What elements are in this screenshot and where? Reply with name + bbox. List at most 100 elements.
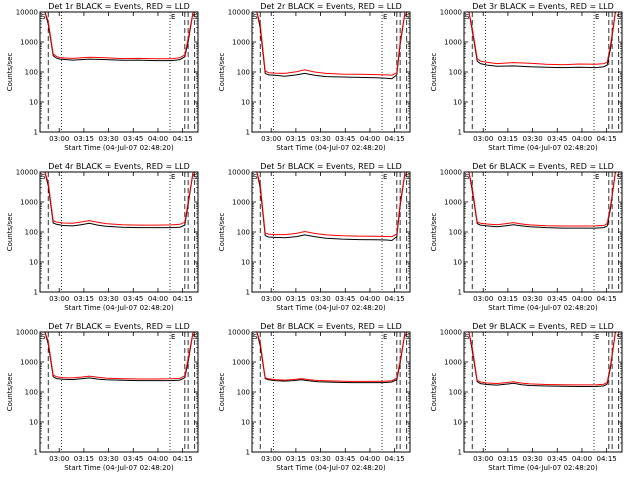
- x-tick-label: 04:15: [385, 455, 405, 463]
- x-tick-label: 03:45: [547, 455, 567, 463]
- x-tick-label: 03:00: [261, 135, 281, 143]
- y-tick-label: 10000: [440, 169, 462, 177]
- y-tick-label: 1: [34, 449, 38, 457]
- interval-marker-label: S: [253, 333, 258, 341]
- y-tick-label: 1000: [232, 39, 250, 47]
- y-tick-label: 1: [246, 129, 250, 137]
- x-tick-label: 03:15: [74, 455, 94, 463]
- y-tick-label: 10: [29, 419, 38, 427]
- interval-marker-label: S: [41, 173, 46, 181]
- interval-marker-label: S: [465, 333, 470, 341]
- x-tick-label: 03:15: [74, 135, 94, 143]
- y-tick-label: 10: [453, 419, 462, 427]
- plot-frame: [39, 331, 199, 453]
- y-tick-label: 1: [246, 449, 250, 457]
- interval-marker-label: S: [193, 333, 198, 341]
- x-tick-label: 03:45: [547, 135, 567, 143]
- y-tick-label: 10: [453, 259, 462, 267]
- y-tick-label: 1: [458, 289, 462, 297]
- y-axis-label: Counts/sec: [6, 213, 14, 252]
- x-tick-label: 03:30: [98, 295, 118, 303]
- x-tick-label: 03:30: [98, 455, 118, 463]
- events-series-line: [252, 172, 410, 242]
- y-tick-label: 10: [241, 99, 250, 107]
- interval-marker-label: S: [41, 333, 46, 341]
- lld-series-line: [40, 172, 198, 226]
- y-axis-label: Counts/sec: [430, 53, 438, 92]
- y-tick-label: 10000: [440, 329, 462, 337]
- x-tick-label: 03:30: [310, 455, 330, 463]
- y-tick-label: 100: [449, 229, 462, 237]
- x-tick-label: 03:45: [335, 295, 355, 303]
- x-tick-label: 03:00: [473, 135, 493, 143]
- x-tick-label: 03:00: [49, 135, 69, 143]
- x-tick-label: 03:00: [261, 295, 281, 303]
- interval-marker-label: E: [171, 173, 175, 181]
- x-tick-label: 03:15: [74, 295, 94, 303]
- plot-frame: [251, 331, 411, 453]
- panel-title: Det 5r BLACK = Events, RED = LLD: [260, 162, 402, 171]
- y-tick-label: 1000: [20, 199, 38, 207]
- y-axis-label: Counts/sec: [218, 53, 226, 92]
- events-series-line: [464, 172, 622, 229]
- x-tick-label: 03:30: [98, 135, 118, 143]
- y-tick-label: 1: [34, 289, 38, 297]
- x-tick-label: 04:15: [385, 295, 405, 303]
- y-tick-label: 1: [246, 289, 250, 297]
- y-tick-label: 1000: [232, 199, 250, 207]
- panel-title: Det 4r BLACK = Events, RED = LLD: [48, 162, 190, 171]
- interval-marker-label: E: [171, 13, 175, 21]
- x-tick-label: 04:15: [597, 135, 617, 143]
- x-tick-label: 03:45: [123, 455, 143, 463]
- y-tick-label: 10: [241, 259, 250, 267]
- lld-series-line: [252, 332, 410, 382]
- interval-marker-label: S: [253, 13, 258, 21]
- y-tick-label: 10000: [16, 9, 38, 17]
- y-axis-label: Counts/sec: [430, 213, 438, 252]
- x-axis-label: Start Time (04-Jul-07 02:48:20): [488, 144, 598, 152]
- x-tick-label: 03:15: [498, 455, 518, 463]
- lld-series-line: [40, 12, 198, 60]
- x-axis-label: Start Time (04-Jul-07 02:48:20): [64, 304, 174, 312]
- interval-marker-label: S: [617, 333, 622, 341]
- x-tick-label: 03:45: [335, 135, 355, 143]
- x-tick-label: 04:15: [597, 295, 617, 303]
- interval-marker-label: E: [383, 173, 387, 181]
- interval-marker-label: S: [465, 173, 470, 181]
- lld-series-line: [40, 332, 198, 380]
- panel-title: Det 7r BLACK = Events, RED = LLD: [48, 322, 190, 331]
- x-tick-label: 03:45: [123, 135, 143, 143]
- y-tick-label: 10000: [440, 9, 462, 17]
- x-tick-label: 03:00: [473, 455, 493, 463]
- events-series-line: [252, 12, 410, 80]
- interval-marker-label: E: [383, 13, 387, 21]
- x-tick-label: 03:45: [123, 295, 143, 303]
- lld-series-line: [252, 172, 410, 238]
- y-axis-label: Counts/sec: [218, 373, 226, 412]
- interval-marker-label: S: [253, 173, 258, 181]
- panel-title: Det 3r BLACK = Events, RED = LLD: [472, 2, 614, 11]
- x-tick-label: 03:30: [522, 295, 542, 303]
- interval-marker-label: E: [595, 333, 599, 341]
- y-tick-label: 100: [449, 69, 462, 77]
- y-tick-label: 1000: [232, 359, 250, 367]
- x-tick-label: 04:15: [597, 455, 617, 463]
- y-tick-label: 100: [237, 69, 250, 77]
- x-tick-label: 04:00: [572, 295, 592, 303]
- x-tick-label: 03:00: [261, 455, 281, 463]
- x-tick-label: 03:00: [473, 295, 493, 303]
- lld-series-line: [464, 172, 622, 227]
- x-tick-label: 04:00: [572, 455, 592, 463]
- y-tick-label: 10000: [16, 329, 38, 337]
- x-axis-label: Start Time (04-Jul-07 02:48:20): [276, 464, 386, 472]
- y-tick-label: 1000: [20, 359, 38, 367]
- y-tick-label: 100: [25, 69, 38, 77]
- y-axis-label: Counts/sec: [6, 373, 14, 412]
- x-tick-label: 03:15: [286, 135, 306, 143]
- y-tick-label: 1000: [444, 39, 462, 47]
